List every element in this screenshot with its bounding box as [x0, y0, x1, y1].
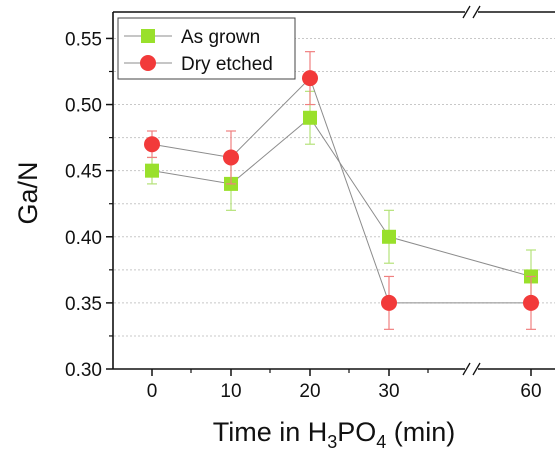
data-point [303, 110, 317, 125]
x-tick-label: 10 [220, 381, 241, 402]
axis-break-slash [472, 5, 481, 19]
x-tick-label: 60 [520, 381, 541, 402]
x-tick-label: 20 [299, 381, 320, 402]
x-axis-title-prefix: Time in H [213, 417, 328, 447]
x-ticks: 0 10 20 30 60 [147, 369, 542, 402]
legend-label-as-grown: As grown [181, 27, 260, 48]
x-tick-label: 0 [147, 381, 158, 402]
series-layer [144, 51, 539, 330]
series-as-grown [145, 90, 538, 304]
axis-break [462, 5, 481, 376]
grid [114, 37, 555, 337]
series-line [151, 117, 532, 277]
axis-break-gap [465, 7, 478, 17]
axis-break-slash [462, 5, 471, 19]
y-ticks: 0.30 0.35 0.40 0.45 0.50 0.55 [65, 29, 113, 381]
y-tick-label: 0.30 [65, 360, 102, 381]
series-dry-etched [144, 51, 539, 330]
y-tick-label: 0.40 [65, 228, 102, 249]
y-tick-label: 0.35 [65, 294, 102, 315]
axis-break-slash [472, 362, 481, 376]
x-tick-label: 30 [378, 381, 399, 402]
x-axis-title-sub2: 4 [376, 432, 386, 452]
y-tick-label: 0.45 [65, 162, 102, 183]
y-tick-label: 0.55 [65, 29, 102, 50]
y-axis-title: Ga/N [13, 161, 43, 224]
legend: As grown Dry etched [117, 17, 296, 80]
data-point [523, 294, 539, 311]
axis-break-gap [465, 364, 478, 374]
legend-circle-marker [140, 55, 156, 71]
axis-break-slash [462, 362, 471, 376]
legend-square-marker [141, 29, 155, 43]
data-point [144, 136, 160, 153]
series-line [151, 77, 531, 304]
data-point [302, 70, 318, 87]
x-axis-title-suffix: (min) [386, 417, 455, 447]
x-axis-title: Time in H3PO4 (min) [213, 417, 456, 452]
x-axis-title-sub1: 3 [327, 432, 337, 452]
legend-label-dry-etched: Dry etched [181, 54, 273, 75]
x-axis-title-middle: PO [337, 417, 376, 447]
data-point [381, 294, 397, 311]
legend-item-dry-etched: Dry etched [124, 54, 273, 75]
data-point [145, 163, 159, 178]
data-point [382, 229, 396, 244]
data-point [223, 149, 239, 166]
legend-item-as-grown: As grown [124, 27, 260, 48]
y-tick-label: 0.50 [65, 96, 102, 117]
